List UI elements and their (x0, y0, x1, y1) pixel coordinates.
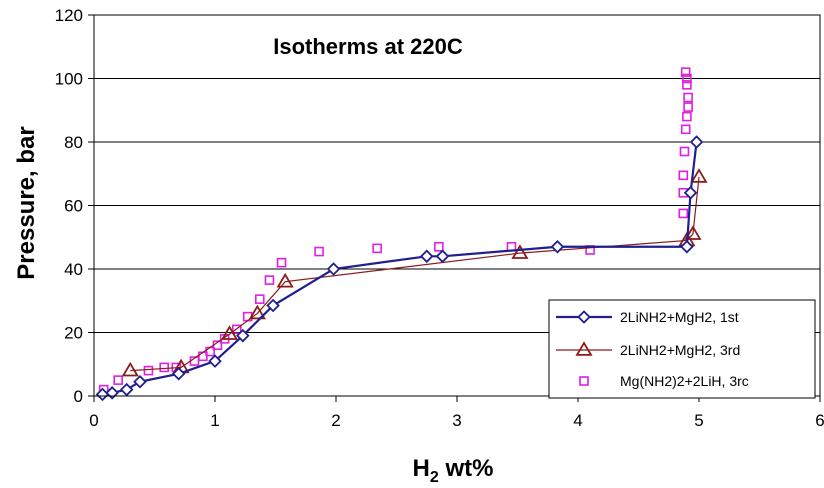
series-1 (95, 135, 704, 402)
x-tick-label: 2 (331, 411, 340, 430)
y-tick-label: 80 (64, 133, 83, 152)
data-point (208, 354, 222, 368)
data-point (683, 102, 693, 112)
chart-title: Isotherms at 220C (273, 34, 463, 59)
data-point (680, 67, 691, 77)
x-tick-label: 1 (210, 411, 219, 430)
data-point (143, 365, 154, 376)
y-tick-label: 40 (64, 260, 83, 279)
data-point (511, 244, 529, 259)
data-point (682, 111, 692, 122)
data-point (119, 382, 134, 397)
data-point (254, 294, 265, 304)
data-point (276, 272, 294, 288)
x-tick-label: 0 (89, 411, 98, 430)
data-point (434, 241, 444, 252)
data-point (682, 73, 692, 84)
data-point (276, 257, 287, 268)
data-point (684, 225, 702, 240)
data-point (689, 135, 704, 149)
data-point (95, 387, 110, 402)
y-tick-label: 100 (55, 70, 83, 89)
data-point (683, 92, 693, 103)
data-point (248, 304, 266, 320)
legend-item: Mg(NH2)2+2LiH, 3rc (579, 373, 749, 389)
data-point (683, 186, 698, 200)
legend-label: 2LiNH2+MgH2, 3rd (620, 342, 740, 358)
x-tick-label: 4 (573, 411, 582, 430)
data-point (678, 208, 689, 219)
x-tick-label: 3 (452, 411, 461, 430)
legend: 2LiNH2+MgH2, 1st 2LiNH2+MgH2, 3rd Mg(NH2)2… (548, 299, 816, 399)
data-point (682, 80, 692, 90)
data-point (266, 298, 280, 313)
legend-marker (575, 341, 593, 356)
data-point (419, 249, 434, 264)
series-layer (95, 67, 708, 402)
data-point (171, 367, 186, 381)
y-tick-label: 60 (64, 197, 83, 216)
legend-label: 2LiNH2+MgH2, 1st (620, 309, 739, 325)
y-tick-label: 0 (74, 387, 83, 406)
x-tick-label: 5 (694, 411, 703, 430)
data-point (220, 325, 239, 340)
data-point (121, 361, 139, 377)
legend-marker (577, 310, 591, 324)
y-axis-title: Pressure, bar (13, 126, 40, 279)
data-point (680, 240, 694, 254)
x-tick-label: 6 (815, 411, 824, 430)
data-point (550, 240, 565, 254)
data-point (314, 246, 324, 257)
data-point (113, 375, 123, 385)
data-point (690, 168, 708, 183)
x-axis-title-main: H (413, 455, 430, 482)
series-2 (121, 168, 708, 377)
legend-item: 2LiNH2+MgH2, 3rd (556, 341, 740, 358)
legend-marker (579, 376, 589, 386)
data-point (159, 362, 169, 373)
data-point (680, 124, 691, 135)
data-point (435, 249, 450, 264)
x-axis-title-subscript: 2 (430, 469, 439, 486)
data-point (231, 324, 242, 335)
data-point (236, 328, 250, 343)
series-line (130, 176, 700, 372)
grid-lines (94, 14, 820, 333)
data-point (678, 170, 689, 181)
x-axis-title: H2 wt% (413, 455, 494, 486)
legend-label: Mg(NH2)2+2LiH, 3rc (620, 373, 749, 389)
data-point (264, 275, 275, 285)
data-point (679, 146, 690, 157)
y-tick-label: 120 (55, 6, 83, 25)
data-point (133, 374, 147, 389)
y-tick-label: 20 (64, 324, 83, 343)
x-axis-title-rest: wt% (439, 455, 494, 482)
data-point (372, 243, 382, 254)
data-point (326, 262, 341, 276)
axis-ticks: 0 20 40 60 80 100 120 0 1 2 3 4 5 6 (55, 6, 824, 430)
legend-item: 2LiNH2+MgH2, 1st (556, 309, 739, 325)
